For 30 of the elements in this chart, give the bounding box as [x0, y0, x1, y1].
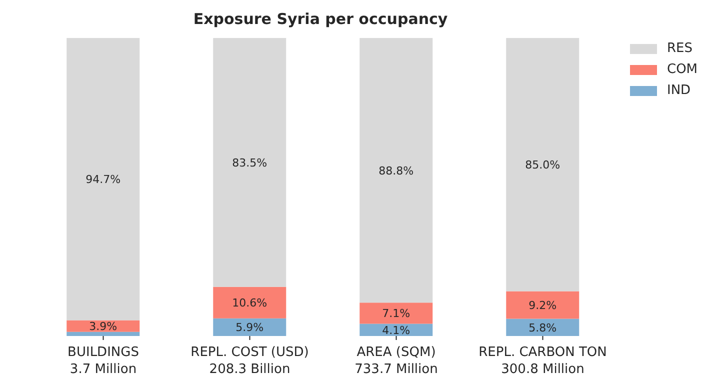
bar — [66, 320, 140, 332]
data-label: 94.7% — [86, 173, 121, 186]
bar — [213, 318, 286, 336]
data-label: 7.1% — [382, 307, 410, 320]
bar — [360, 38, 433, 303]
bar — [506, 291, 580, 319]
bar — [213, 38, 286, 287]
bar — [213, 286, 286, 318]
x-tick-label: REPL. CARBON TON 300.8 Million — [478, 345, 607, 377]
legend-label: RES — [667, 41, 692, 56]
bar — [506, 38, 580, 292]
data-label: 3.9% — [89, 320, 118, 334]
bar — [66, 38, 140, 320]
chart-title: Exposure Syria per occupancy — [192, 10, 449, 28]
data-label: 5.9% — [236, 321, 264, 334]
x-tick-label: REPL. COST (USD) 208.3 Billion — [190, 345, 309, 377]
data-label: 88.8% — [378, 164, 414, 178]
x-tick-label: AREA (SQM) 733.7 Million — [354, 345, 438, 377]
data-label: 5.8% — [528, 321, 557, 334]
bar — [66, 332, 140, 336]
bar — [506, 318, 580, 336]
data-label: 85.0% — [525, 158, 560, 172]
legend-label: IND — [667, 83, 691, 98]
x-tick-label: BUILDINGS 3.7 Million — [68, 345, 139, 377]
legend-label: COM — [667, 62, 698, 77]
data-label: 10.6% — [232, 296, 268, 310]
data-label: 4.1% — [382, 324, 410, 337]
data-label: 9.2% — [528, 299, 557, 312]
data-label: 83.5% — [232, 156, 268, 170]
bar — [360, 302, 433, 324]
